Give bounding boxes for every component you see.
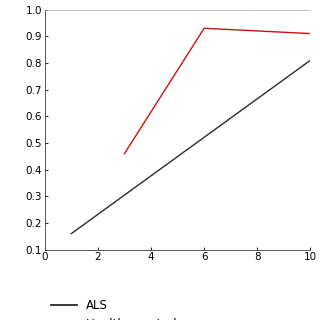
Legend: ALS, Healthy control: ALS, Healthy control <box>51 299 177 320</box>
